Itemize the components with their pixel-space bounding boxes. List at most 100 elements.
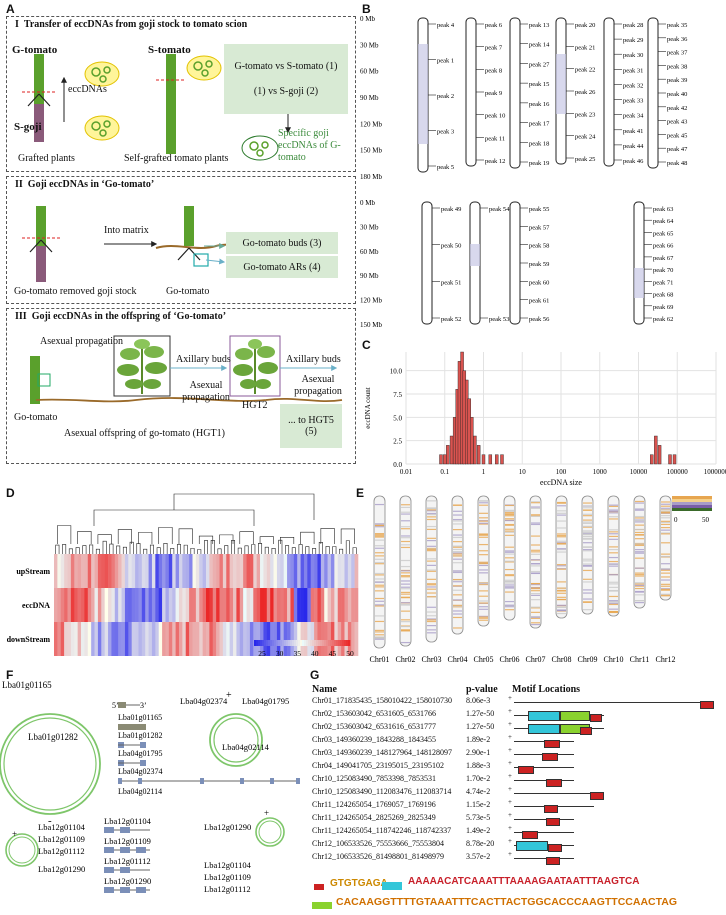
axis-tick-label: 180 Mb bbox=[360, 173, 382, 181]
heatmap-cell bbox=[293, 554, 298, 588]
gene-label: + bbox=[264, 808, 269, 818]
heatmap-cell bbox=[182, 588, 187, 622]
heatmap-cell bbox=[155, 554, 160, 588]
heatmap-cell bbox=[94, 588, 99, 622]
heatmap-cell bbox=[307, 554, 312, 588]
heatmap-cell bbox=[74, 554, 78, 588]
heatmap-cell bbox=[209, 622, 214, 656]
motif-red bbox=[546, 857, 560, 865]
heatmap-row-label: downStream bbox=[7, 635, 51, 644]
panel-g-label: G bbox=[310, 668, 320, 682]
heatmap-cell bbox=[297, 554, 301, 588]
heatmap-cell bbox=[290, 622, 295, 656]
motif-table: Name p-value Motif Locations Chr01_17183… bbox=[310, 684, 726, 915]
heatmap-cell bbox=[67, 554, 72, 588]
heatmap-cell bbox=[81, 554, 85, 588]
heatmap-cell bbox=[206, 622, 210, 656]
heatmap-cell bbox=[67, 622, 72, 656]
heatmap-cell bbox=[165, 588, 170, 622]
y-axis-label: eccDNA count bbox=[364, 387, 372, 428]
peak-label: peak 27 bbox=[529, 61, 550, 68]
logo-red-key bbox=[314, 884, 324, 890]
y-tick-label: 0.0 bbox=[393, 461, 402, 469]
motif-sequence-line bbox=[514, 793, 594, 794]
heatmap-cell bbox=[202, 622, 207, 656]
heatmap-cell bbox=[327, 622, 332, 656]
histogram-bar bbox=[449, 435, 454, 465]
heatmap-cell bbox=[178, 622, 183, 656]
peak-label: peak 39 bbox=[667, 77, 687, 84]
heatmap-cell bbox=[84, 622, 89, 656]
heatmap-cell bbox=[324, 554, 328, 588]
peak-label: peak 29 bbox=[623, 37, 643, 44]
heatmap-cell bbox=[151, 588, 156, 622]
y-tick-label: 2.5 bbox=[393, 438, 402, 446]
motif-red bbox=[548, 844, 562, 852]
heatmap-cell bbox=[74, 622, 78, 656]
g-tomato-label: G-tomato bbox=[12, 44, 58, 56]
heatmap-cell bbox=[314, 622, 318, 656]
heatmap-cell bbox=[54, 622, 58, 656]
histogram-bar bbox=[650, 454, 654, 465]
heatmap-cell bbox=[287, 554, 291, 588]
heatmap-cell bbox=[114, 622, 119, 656]
motif-strand: + bbox=[508, 707, 512, 715]
axis-tick-label: 120 Mb bbox=[360, 120, 382, 128]
peak-label: peak 30 bbox=[623, 52, 643, 59]
peak-label: peak 17 bbox=[529, 121, 550, 128]
y-tick-label: 5.0 bbox=[393, 414, 402, 422]
histogram-bar bbox=[481, 454, 486, 465]
heatmap-cell bbox=[148, 588, 153, 622]
heatmap-legend-label: 25 bbox=[258, 649, 266, 658]
axis-tick-label: 0 Mb bbox=[360, 199, 375, 207]
chromosome bbox=[425, 495, 438, 643]
motif-row-name: Chr02_153603042_6531616_6531777 bbox=[312, 722, 436, 731]
gene-label: Lba01g01282 bbox=[28, 732, 78, 742]
heatmap-cell bbox=[253, 554, 257, 588]
heatmap-cell bbox=[168, 554, 173, 588]
heatmap-cell bbox=[70, 588, 75, 622]
heatmap-cell bbox=[81, 622, 85, 656]
heatmap-cell bbox=[124, 554, 129, 588]
motif-row-pvalue: 8.78e-20 bbox=[466, 839, 495, 848]
heatmap-cell bbox=[320, 622, 325, 656]
motif-row-name: Chr12_106533526_75553666_75553804 bbox=[312, 839, 444, 848]
heatmap-cell bbox=[270, 622, 274, 656]
chromosome bbox=[451, 495, 464, 635]
peak-label: peak 62 bbox=[653, 316, 673, 323]
heatmap-cell bbox=[354, 554, 359, 588]
motif-strand: + bbox=[508, 785, 512, 793]
heatmap-cell bbox=[158, 622, 163, 656]
asexual-propagation-label-2: Asexual propagation bbox=[182, 380, 230, 403]
buds-box: Go-tomato buds (3) bbox=[226, 232, 338, 254]
heatmap-cell bbox=[189, 622, 193, 656]
heatmap-cell bbox=[341, 622, 345, 656]
heatmap-cell bbox=[212, 622, 217, 656]
heatmap-cell bbox=[135, 588, 139, 622]
motif-strand: + bbox=[508, 798, 512, 806]
gene-label: Lba04g01795 bbox=[242, 696, 289, 706]
heatmap-cell bbox=[145, 622, 149, 656]
heatmap-cell bbox=[256, 588, 261, 622]
into-matrix-label: Into matrix bbox=[104, 225, 149, 236]
heatmap-cell bbox=[64, 588, 68, 622]
heatmap-cell bbox=[185, 554, 190, 588]
peak-label: peak 3 bbox=[437, 129, 454, 136]
peak-label: peak 45 bbox=[667, 132, 687, 139]
heatmap-cell bbox=[84, 554, 89, 588]
comparison-2: (1) vs S-goji (2) bbox=[253, 86, 319, 97]
motif-cyan bbox=[528, 724, 560, 734]
peak-label: peak 36 bbox=[667, 36, 688, 43]
peak-label: peak 50 bbox=[441, 243, 461, 250]
x-axis-label: eccDNA size bbox=[540, 478, 582, 486]
heatmap-cell bbox=[283, 588, 288, 622]
heatmap-cell bbox=[229, 554, 234, 588]
section-3-graphic bbox=[30, 335, 343, 404]
peak-label: peak 52 bbox=[441, 316, 461, 323]
gene-label: Lba12g01104 bbox=[204, 860, 252, 870]
heatmap-cell bbox=[260, 554, 264, 588]
peak-label: peak 67 bbox=[653, 255, 674, 262]
heatmap-cell bbox=[317, 554, 322, 588]
section-2-title: II Goji eccDNAs in ‘Go-tomato’ bbox=[15, 179, 155, 190]
header-motif: Motif Locations bbox=[512, 684, 581, 695]
